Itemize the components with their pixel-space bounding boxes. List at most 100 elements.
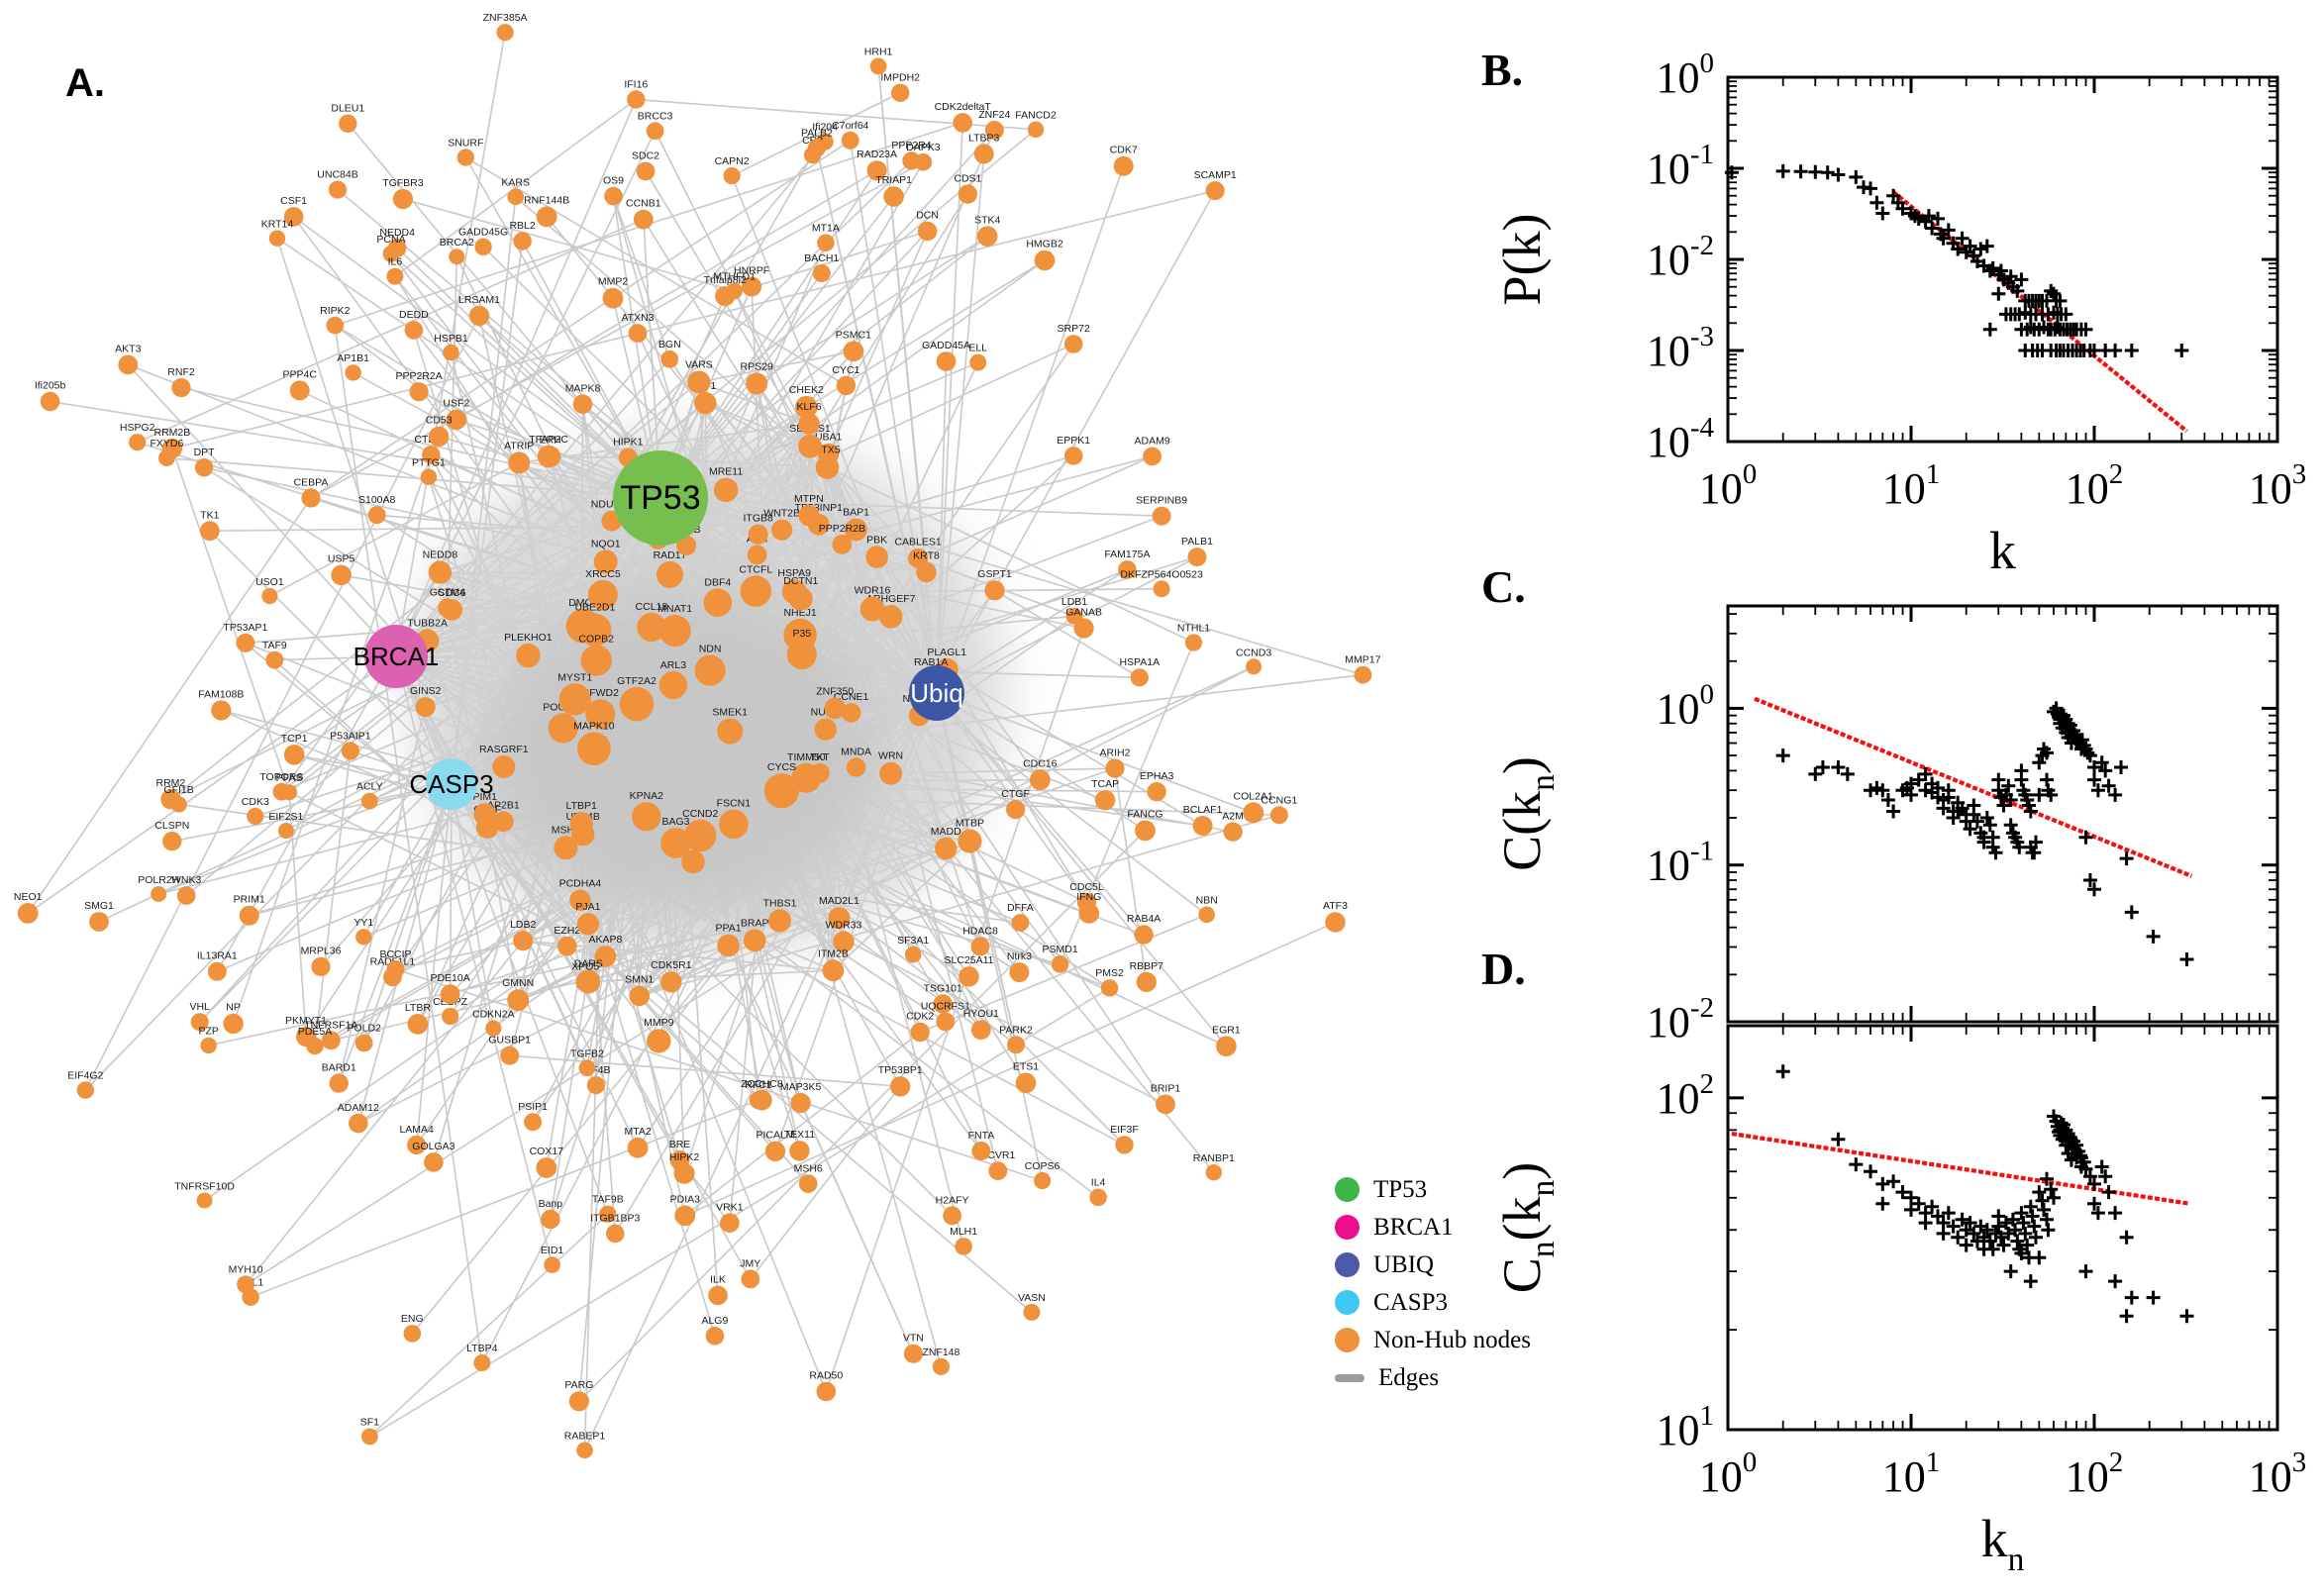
network-node-label: SF1 — [360, 1417, 379, 1429]
network-node — [933, 994, 953, 1014]
network-node — [424, 1152, 444, 1172]
tick-label: 10-4 — [1647, 412, 1715, 466]
network-node-label: PARG — [564, 1379, 593, 1391]
network-node — [955, 1238, 972, 1255]
network-node-label: H2AFY — [936, 1195, 969, 1207]
tick-label: 102 — [2066, 1446, 2124, 1501]
network-node — [441, 599, 463, 621]
log-log-plots: 100 10-1 10-2 10-3 10-4 100 101 102 103 k P(k) 100 1… — [1426, 0, 2323, 1596]
network-node-label: EPPK1 — [1057, 435, 1090, 447]
network-node-label: PSMD1 — [1043, 944, 1078, 955]
network-node — [599, 1205, 617, 1223]
network-node-label: DARS — [574, 958, 603, 970]
network-node — [843, 341, 864, 362]
network-node — [468, 305, 490, 327]
network-node — [1089, 1188, 1107, 1207]
network-node — [194, 458, 214, 477]
network-node-label: MAPK8 — [565, 382, 601, 394]
network-node — [814, 718, 837, 741]
network-node — [976, 226, 998, 247]
network-node — [409, 382, 429, 402]
network-node-label: PPP2R2A — [395, 370, 442, 382]
network-node-label: FAM175A — [1104, 549, 1150, 560]
network-node-label: RFC1 — [745, 1079, 772, 1091]
network-node — [798, 505, 820, 527]
network-node — [846, 757, 866, 777]
network-node-label: BAG3 — [661, 816, 689, 828]
network-node-label: FANCG — [1127, 809, 1162, 821]
network-node — [1051, 955, 1069, 973]
network-node-label: HSPA9 — [777, 567, 811, 579]
network-node — [207, 961, 227, 981]
network-node-label: CCNG1 — [1262, 794, 1298, 806]
network-node-label: TCP1 — [281, 733, 308, 745]
network-node-label: S100A8 — [358, 494, 396, 506]
network-node-label: ELL — [968, 343, 987, 354]
network-node — [741, 1269, 760, 1289]
network-node — [632, 802, 661, 832]
network-node-label: Ntrk3 — [1007, 950, 1032, 962]
network-node — [301, 488, 321, 508]
network-node — [763, 773, 800, 809]
network-node-label: PKMYT1 — [285, 1015, 327, 1027]
network-node — [151, 886, 167, 902]
network-node-label: PDE5A — [298, 1026, 332, 1038]
network-node — [382, 245, 400, 262]
network-node — [1205, 181, 1225, 201]
hub-label-brca1: BRCA1 — [354, 642, 440, 671]
network-node-label: SDC2 — [632, 150, 659, 162]
network-node-label: MADD — [931, 826, 961, 838]
network-node-label: CLSPN — [154, 820, 189, 832]
network-node-label: ARIH2 — [1100, 748, 1131, 759]
network-node — [1198, 906, 1215, 924]
network-node — [557, 936, 577, 956]
casp3-swatch-icon — [1335, 1289, 1360, 1315]
hub-node-casp3 — [426, 758, 477, 810]
network-legend: TP53 BRCA1 UBIQ CASP3 Non-Hub nodes Edge… — [1335, 1170, 1632, 1396]
network-node-label: PSMC1 — [836, 329, 871, 341]
network-node-label: MYH10 — [229, 1263, 263, 1275]
network-node-label: GUSBP1 — [488, 1035, 531, 1047]
network-node — [261, 587, 278, 605]
network-node — [578, 613, 612, 647]
network-node — [473, 1354, 491, 1371]
network-node — [496, 24, 514, 42]
network-node — [422, 446, 441, 464]
network-node-label: WNK3 — [171, 874, 201, 886]
network-node-label: HSPB1 — [434, 333, 468, 345]
network-node-label: AP2B1 — [487, 799, 520, 811]
network-node-label: DCN — [916, 210, 939, 222]
scatter-points — [1775, 701, 2194, 966]
network-node — [129, 434, 147, 451]
tp53-swatch-icon — [1335, 1176, 1360, 1202]
axis-label: k — [1989, 521, 2016, 580]
network-node-label: CCL18 — [636, 601, 668, 613]
network-node-label: CDK3 — [242, 796, 269, 808]
network-node-label: NHEJ1 — [783, 607, 816, 619]
tick-label: 10-1 — [1647, 836, 1714, 890]
network-node — [916, 561, 937, 583]
network-node — [943, 1206, 961, 1226]
network-node-label: CDS1 — [954, 172, 981, 184]
hub-label-casp3: CASP3 — [409, 769, 493, 799]
network-node-label: ILK — [710, 1274, 726, 1286]
network-node — [602, 287, 624, 309]
network-node — [917, 221, 938, 242]
network-node-label: COL2A1 — [1234, 790, 1273, 802]
network-node-label: RABEP1 — [564, 1431, 606, 1443]
network-node-label: LTBP3 — [968, 132, 999, 144]
network-node-label: BAP1 — [843, 507, 869, 519]
network-node-label: PARK2 — [999, 1024, 1033, 1036]
network-node — [627, 90, 646, 109]
network-node — [289, 380, 310, 401]
network-node-label: HDAC8 — [962, 926, 998, 938]
network-node — [594, 946, 617, 967]
network-node-label: RANBP1 — [1193, 1152, 1235, 1164]
network-node — [578, 1059, 596, 1077]
network-node — [866, 160, 887, 181]
network-node-label: CDC6 — [438, 587, 466, 599]
network-node — [969, 353, 987, 371]
network-node-label: MRE11 — [709, 466, 743, 478]
network-node-label: MNAT1 — [657, 603, 692, 615]
network-node — [593, 549, 618, 574]
